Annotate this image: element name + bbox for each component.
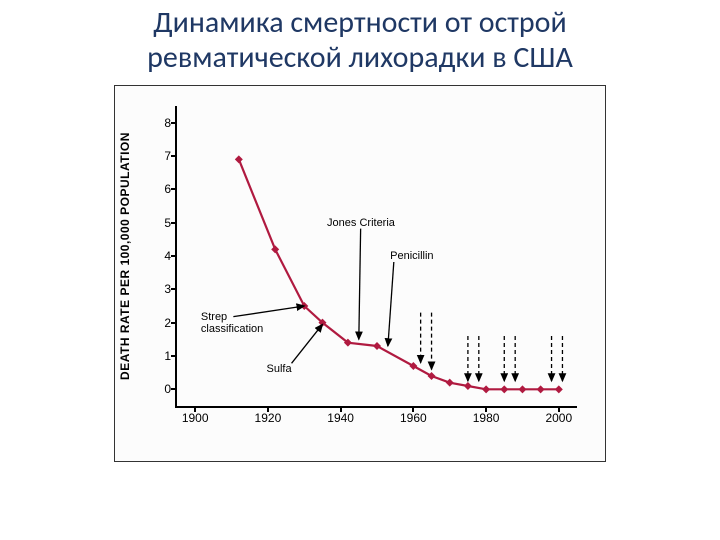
title-line-1: Динамика смертности от острой (153, 4, 566, 41)
data-marker (518, 385, 526, 393)
xtick-label: 1980 (473, 411, 500, 425)
chart-container: DEATH RATE PER 100,000 POPULATION 012345… (114, 85, 606, 462)
annotation-label: Sulfa (267, 363, 292, 375)
xtick-label: 2000 (545, 411, 572, 425)
data-line (239, 159, 559, 389)
title-line-2: ревматической лихорадки в США (147, 39, 573, 76)
data-marker (271, 245, 279, 253)
data-marker (409, 362, 417, 370)
ytick-label: 1 (164, 349, 177, 363)
slide-title: Динамика смертности от острой ревматичес… (0, 0, 720, 75)
xtick-label: 1940 (327, 411, 354, 425)
data-marker (464, 382, 472, 390)
ytick-label: 5 (164, 216, 177, 230)
ytick-label: 4 (164, 249, 177, 263)
annotation-label: Strepclassification (201, 311, 263, 335)
data-marker (482, 385, 490, 393)
data-marker (537, 385, 545, 393)
data-marker (446, 379, 454, 387)
xtick-label: 1960 (400, 411, 427, 425)
data-marker (235, 155, 243, 163)
plot-svg (177, 106, 577, 406)
annotation-arrow (388, 262, 394, 346)
y-axis-label: DEATH RATE PER 100,000 POPULATION (118, 132, 132, 380)
ytick-label: 3 (164, 282, 177, 296)
plot-area: 012345678190019201940196019802000Strepcl… (175, 106, 577, 408)
data-marker (555, 385, 563, 393)
ytick-label: 0 (164, 382, 177, 396)
xtick-label: 1920 (255, 411, 282, 425)
annotation-label: Jones Criteria (327, 217, 395, 229)
data-marker (428, 372, 436, 380)
annotation-label: Penicillin (390, 250, 433, 262)
ytick-label: 8 (164, 116, 177, 130)
ytick-label: 7 (164, 149, 177, 163)
data-marker (500, 385, 508, 393)
annotation-arrow (359, 229, 361, 340)
ytick-label: 6 (164, 182, 177, 196)
annotation-arrow (292, 324, 323, 363)
ytick-label: 2 (164, 316, 177, 330)
data-marker (373, 342, 381, 350)
xtick-label: 1900 (182, 411, 209, 425)
